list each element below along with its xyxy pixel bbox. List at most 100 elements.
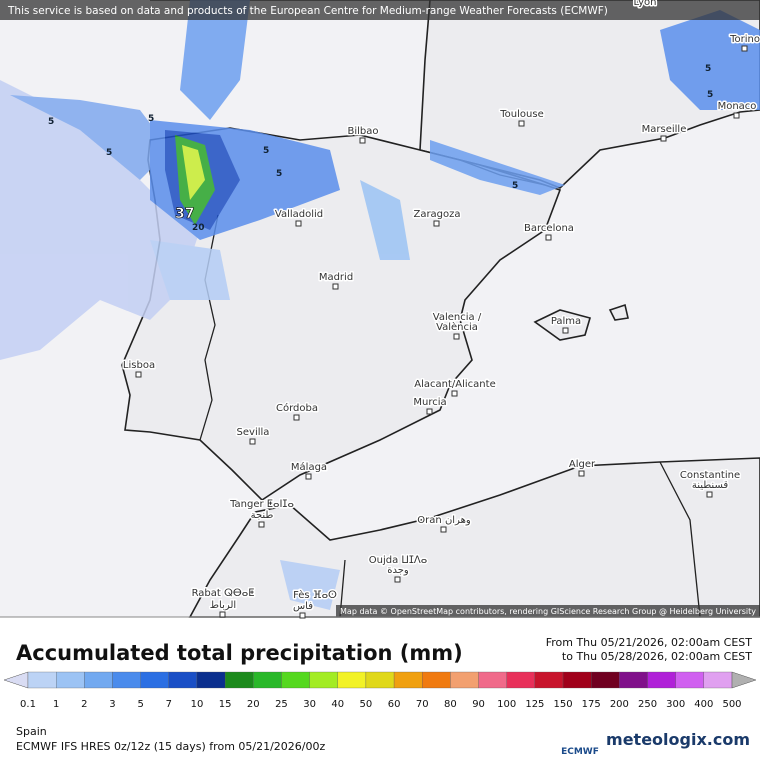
city-marker (394, 576, 401, 583)
colorbar-swatch (281, 671, 310, 689)
contour-label: 5 (48, 117, 54, 127)
city-marker (545, 234, 552, 241)
city-label: Fès ⴼⴰⵙ (293, 589, 337, 601)
colorbar-label: 300 (666, 699, 685, 710)
colorbar-swatch (365, 671, 395, 689)
city-label: Córdoba (276, 402, 318, 414)
colorbar-label: 15 (219, 699, 232, 710)
colorbar-label: 1 (53, 699, 59, 710)
colorbar-label: 150 (553, 699, 572, 710)
city-marker (426, 408, 433, 415)
city-marker (453, 333, 460, 340)
contour-label: 5 (148, 114, 154, 124)
date-to: to Thu 05/28/2026, 02:00am CEST (562, 650, 752, 663)
colorbar-label: 50 (360, 699, 373, 710)
colorbar-swatch (224, 671, 254, 689)
attribution: Map data © OpenStreetMap contributors, r… (340, 607, 756, 616)
colorbar-label: 10 (191, 699, 204, 710)
contour-label: 5 (263, 146, 269, 156)
contour-label: 5 (705, 64, 711, 74)
city-label: Murcia (413, 397, 446, 408)
colorbar-label: 40 (331, 699, 344, 710)
city-marker (135, 371, 142, 378)
colorbar-swatch (703, 671, 733, 689)
colorbar-swatch (112, 671, 141, 689)
city-label: وجدة (387, 565, 409, 576)
legend-title: Accumulated total precipitation (mm) (16, 641, 463, 665)
colorbar-label: 125 (525, 699, 544, 710)
colorbar-swatch (478, 671, 507, 689)
colorbar-label: 2 (81, 699, 87, 710)
colorbar-label: 200 (610, 699, 629, 710)
city-label: Torino (729, 34, 760, 45)
city-label: قسنطينة (692, 480, 729, 491)
colorbar-label: 7 (166, 699, 172, 710)
city-label: Málaga (291, 461, 327, 473)
city-marker (562, 327, 569, 334)
city-marker (293, 414, 300, 421)
city-marker (440, 526, 447, 533)
city-marker (359, 137, 366, 144)
city-label: Alger (569, 459, 596, 470)
colorbar-swatch (619, 671, 648, 689)
colorbar-label: 250 (638, 699, 657, 710)
city-marker (433, 220, 440, 227)
colorbar-swatch (506, 671, 536, 689)
contour-label: 20 (192, 223, 205, 233)
city-label: Marseille (642, 124, 687, 135)
city-label: Monaco (718, 101, 757, 112)
colorbar-label: 60 (388, 699, 401, 710)
colorbar-swatch (27, 671, 57, 689)
city-marker (660, 135, 667, 142)
city-label: Oujda ⵡⵊⴷⴰ (369, 555, 428, 566)
colorbar-label: 100 (497, 699, 516, 710)
contour-label: 5 (512, 181, 518, 191)
colorbar-label: 20 (247, 699, 260, 710)
colorbar-swatch (591, 671, 620, 689)
city-label: Toulouse (499, 109, 543, 120)
city-label: Bilbao (347, 126, 378, 137)
city-label: Madrid (319, 272, 353, 283)
city-marker (741, 45, 748, 52)
city-label: Constantine (680, 470, 740, 481)
city-marker (295, 220, 302, 227)
city-marker (258, 521, 265, 528)
colorbar-swatch (422, 671, 451, 689)
colorbar-label: 5 (137, 699, 143, 710)
colorbar-label: 25 (275, 699, 288, 710)
colorbar-swatch (562, 671, 592, 689)
city-label: فاس (293, 601, 313, 612)
colorbar-label: 3 (109, 699, 115, 710)
city-marker (305, 473, 312, 480)
attribution-bar (336, 605, 760, 617)
region: Spain (16, 725, 47, 738)
colorbar-swatch (196, 671, 226, 689)
city-label: Valladolid (275, 209, 323, 220)
model: ECMWF IFS HRES 0z/12z (15 days) from 05/… (16, 740, 326, 753)
contour-label: 5 (276, 169, 282, 179)
city-label: Barcelona (524, 223, 574, 234)
colorbar-arrow-right (731, 671, 757, 689)
city-label: طنجة (251, 510, 274, 521)
city-label: Zaragoza (413, 209, 460, 220)
contour-label: 5 (707, 90, 713, 100)
city-marker (733, 112, 740, 119)
city-label: Oran وهران (417, 515, 471, 526)
city-marker (249, 438, 256, 445)
colorbar-label: 90 (472, 699, 485, 710)
colorbar-swatch (309, 671, 338, 689)
city-marker (578, 470, 585, 477)
colorbar-swatch (647, 671, 676, 689)
city-label: Sevilla (237, 427, 270, 438)
city-label: Lisboa (123, 360, 155, 371)
colorbar-swatch (84, 671, 113, 689)
city-marker (219, 611, 226, 618)
max-label: 37 (175, 206, 194, 222)
notice: This service is based on data and produc… (7, 5, 608, 17)
colorbar-label: 400 (694, 699, 713, 710)
colorbar-swatch (56, 671, 85, 689)
colorbar-swatch (450, 671, 479, 689)
colorbar-swatch (337, 671, 367, 689)
date-from: From Thu 05/21/2026, 02:00am CEST (546, 636, 753, 649)
colorbar-swatch (393, 671, 423, 689)
